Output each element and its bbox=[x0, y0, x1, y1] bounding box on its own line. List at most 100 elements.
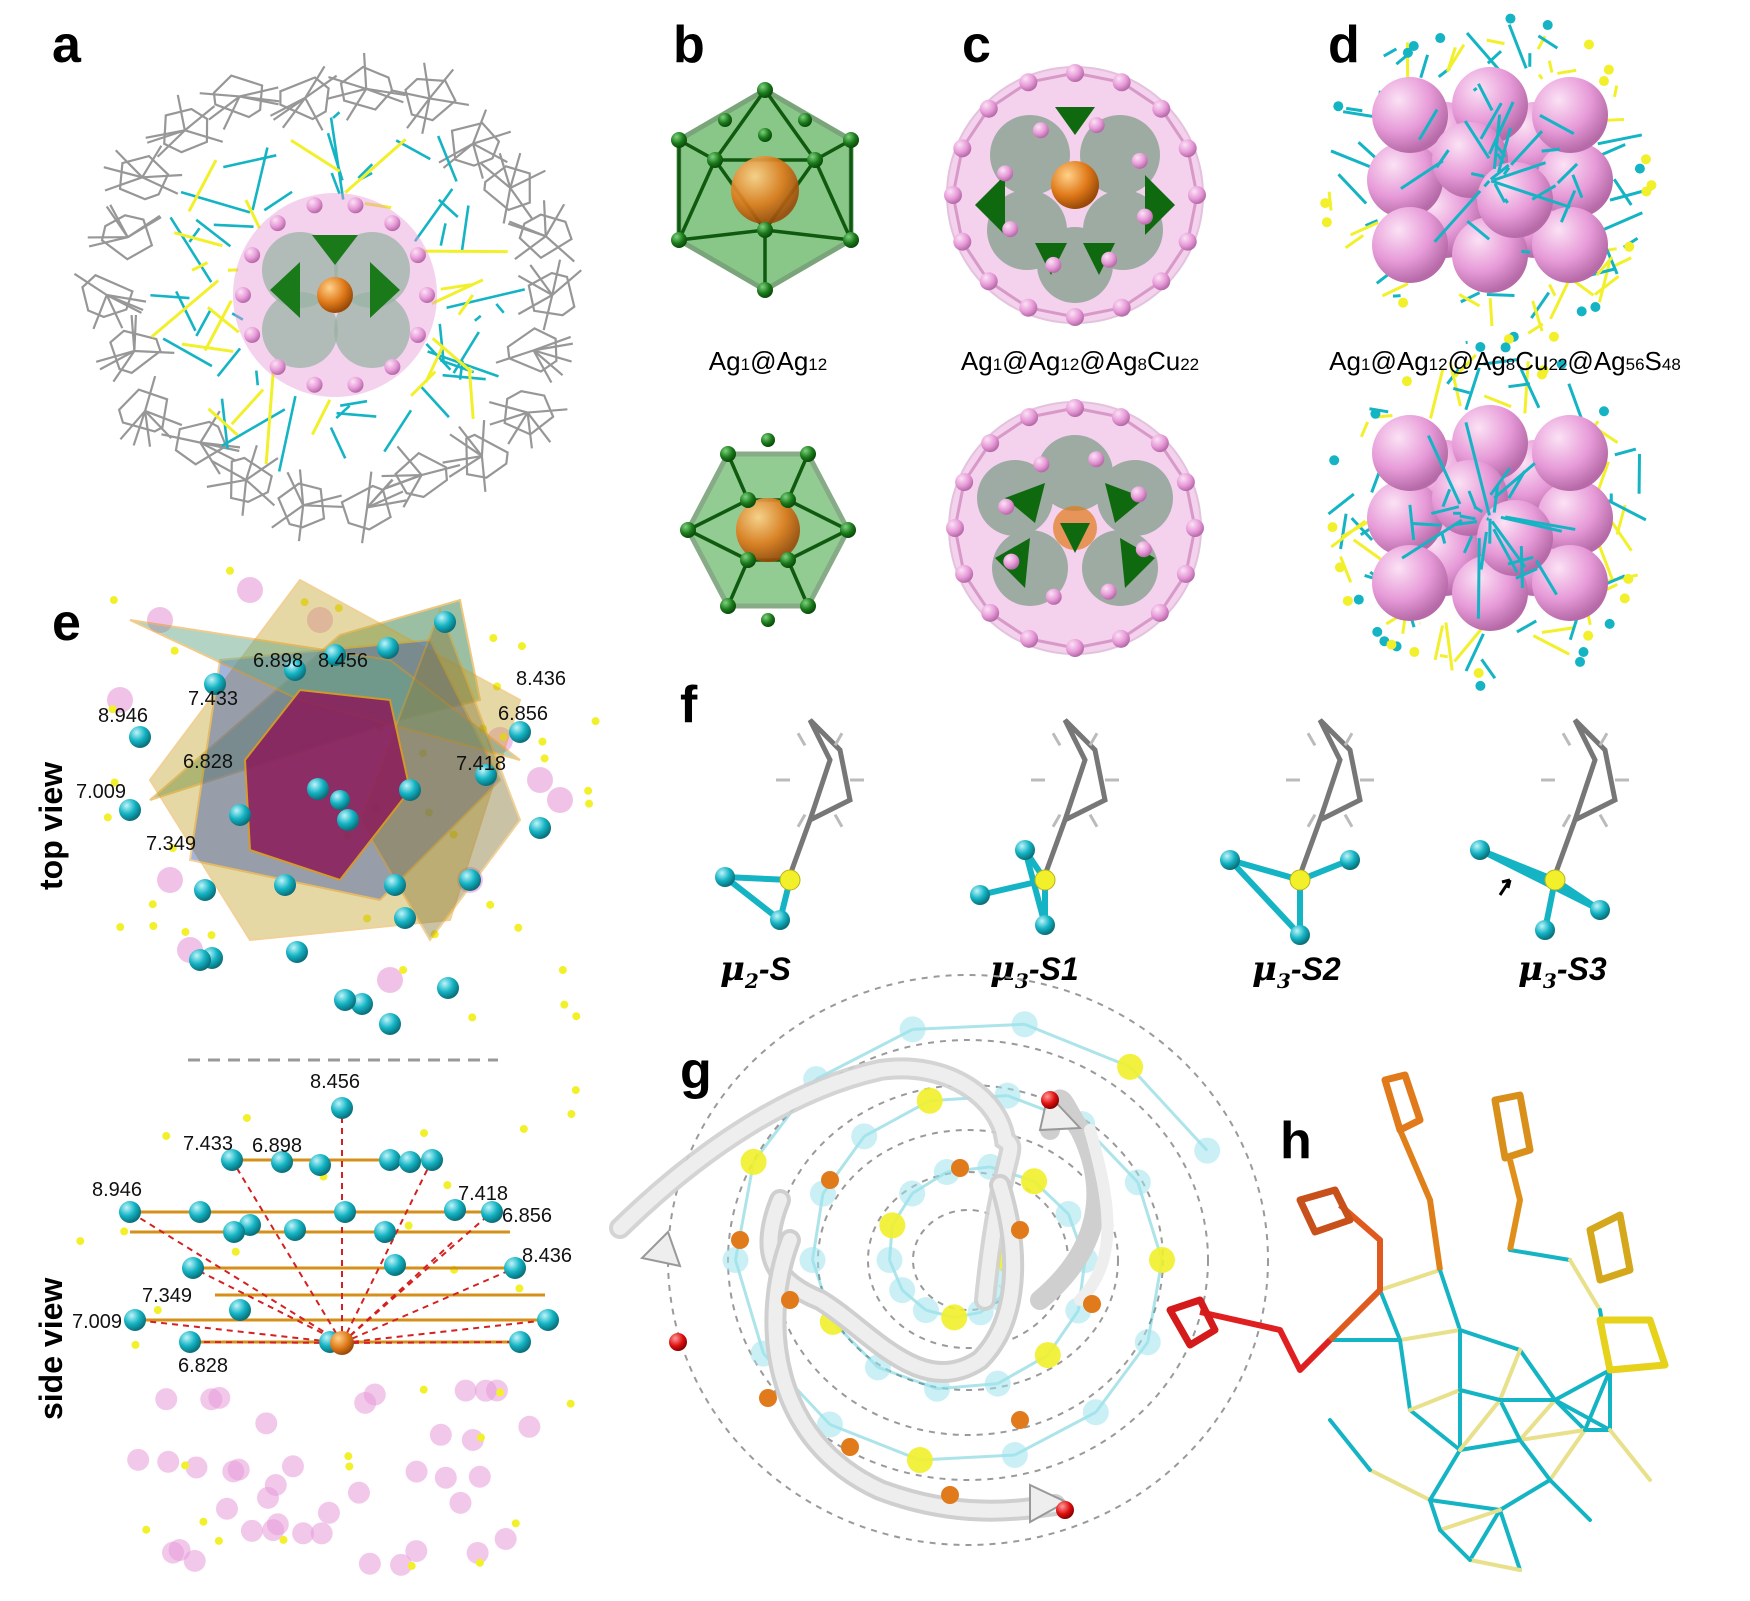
s-atom bbox=[170, 646, 179, 655]
top-distance: 6.898 bbox=[253, 650, 303, 672]
ligand-ring bbox=[229, 456, 273, 503]
bond bbox=[336, 411, 377, 418]
bond bbox=[1477, 83, 1494, 112]
ag-atom-faint bbox=[185, 1456, 208, 1479]
ag-atom-faint bbox=[281, 1455, 304, 1478]
ligand-bond bbox=[206, 478, 247, 488]
bond-faint bbox=[1094, 1341, 1149, 1414]
ligand-bond bbox=[127, 216, 162, 239]
panel-label-a: a bbox=[52, 16, 82, 74]
bond bbox=[1458, 1328, 1522, 1352]
ag-atom-faint bbox=[390, 1553, 413, 1576]
bond bbox=[446, 288, 526, 310]
hydrogen-bond bbox=[1306, 732, 1317, 747]
distance-line bbox=[341, 1159, 433, 1344]
cu-atom bbox=[459, 869, 481, 891]
bond bbox=[1448, 361, 1462, 407]
bond bbox=[207, 407, 239, 437]
bond bbox=[1458, 1398, 1502, 1452]
green-tetrahedron bbox=[270, 262, 300, 318]
bond bbox=[1492, 161, 1547, 182]
s-atom bbox=[103, 813, 112, 822]
ag-atom-faint bbox=[127, 1448, 150, 1471]
bond bbox=[223, 154, 277, 169]
shell-c-top bbox=[944, 64, 1206, 326]
top-distance: 7.418 bbox=[456, 753, 506, 775]
bond bbox=[1408, 1408, 1462, 1452]
ligand-bond bbox=[304, 65, 326, 99]
bond bbox=[1541, 147, 1561, 153]
atom bbox=[889, 1277, 916, 1304]
cu-atom bbox=[351, 993, 373, 1015]
ag-atom bbox=[409, 326, 426, 343]
atom bbox=[1475, 342, 1486, 353]
atom bbox=[799, 1247, 826, 1273]
ligand-bond bbox=[245, 444, 258, 481]
top-distance: 6.856 bbox=[498, 703, 548, 725]
ag-atom-faint bbox=[347, 1481, 370, 1504]
ligand-bond bbox=[145, 129, 186, 139]
bond bbox=[1486, 293, 1515, 297]
ligand-bond bbox=[502, 187, 512, 224]
cu-atom bbox=[194, 879, 216, 901]
cu-atom bbox=[434, 611, 456, 633]
bond bbox=[169, 216, 213, 283]
ligand-bond bbox=[489, 411, 528, 426]
bond bbox=[329, 427, 347, 459]
ag-atom bbox=[998, 498, 1015, 515]
ag-atom bbox=[1020, 629, 1039, 648]
s-atom bbox=[142, 1525, 151, 1534]
ligand-bond bbox=[366, 479, 394, 509]
highlight-atom bbox=[1011, 1221, 1029, 1239]
side-view-label: side view bbox=[33, 1278, 69, 1420]
ligand-bond bbox=[304, 97, 324, 131]
atom bbox=[1500, 342, 1511, 353]
bond bbox=[1428, 1498, 1502, 1512]
s-atom bbox=[499, 732, 508, 741]
bond bbox=[203, 299, 233, 352]
ligand-bond bbox=[526, 412, 534, 449]
ligand-ring bbox=[118, 154, 170, 201]
atom bbox=[994, 1082, 1021, 1109]
ag-atom bbox=[1186, 519, 1204, 537]
ligand-bond bbox=[211, 460, 247, 481]
ligand-bond bbox=[542, 294, 554, 331]
cu-atom bbox=[179, 1331, 201, 1353]
bond bbox=[1502, 166, 1511, 176]
side-distance: 6.856 bbox=[502, 1205, 552, 1227]
ligand-ring bbox=[174, 420, 228, 466]
bond bbox=[195, 307, 213, 337]
bond bbox=[1518, 1348, 1557, 1402]
ligand-bond bbox=[498, 152, 512, 189]
panel-label-d: d bbox=[1328, 16, 1360, 74]
bond bbox=[1433, 189, 1482, 243]
bond bbox=[1593, 275, 1620, 296]
bond bbox=[440, 283, 472, 291]
ligand-bond bbox=[533, 342, 574, 352]
ligand-bond bbox=[551, 259, 562, 296]
s-atom bbox=[585, 799, 594, 808]
ligand-bond bbox=[105, 294, 124, 329]
bond bbox=[1498, 1508, 1522, 1572]
bond bbox=[162, 337, 213, 368]
bond bbox=[1398, 1338, 1412, 1412]
s-atom bbox=[540, 754, 549, 763]
highlight-atom bbox=[951, 1159, 969, 1177]
bond bbox=[1472, 86, 1478, 92]
bond bbox=[1492, 528, 1519, 574]
ag-atom-faint bbox=[183, 1549, 206, 1572]
hydrogen-bond bbox=[1598, 813, 1609, 828]
side-distance: 7.418 bbox=[458, 1183, 508, 1205]
s-atom bbox=[1544, 869, 1566, 891]
distance-line bbox=[341, 1319, 549, 1344]
bond-faint bbox=[1014, 1410, 1097, 1457]
cu-atom bbox=[1535, 920, 1555, 940]
ag-sphere bbox=[1367, 142, 1443, 218]
bond bbox=[1535, 560, 1558, 596]
bond bbox=[1327, 492, 1355, 516]
bond bbox=[1462, 535, 1474, 554]
s-atom bbox=[449, 830, 458, 839]
atom bbox=[1342, 595, 1353, 606]
cu-atom bbox=[384, 1254, 406, 1276]
